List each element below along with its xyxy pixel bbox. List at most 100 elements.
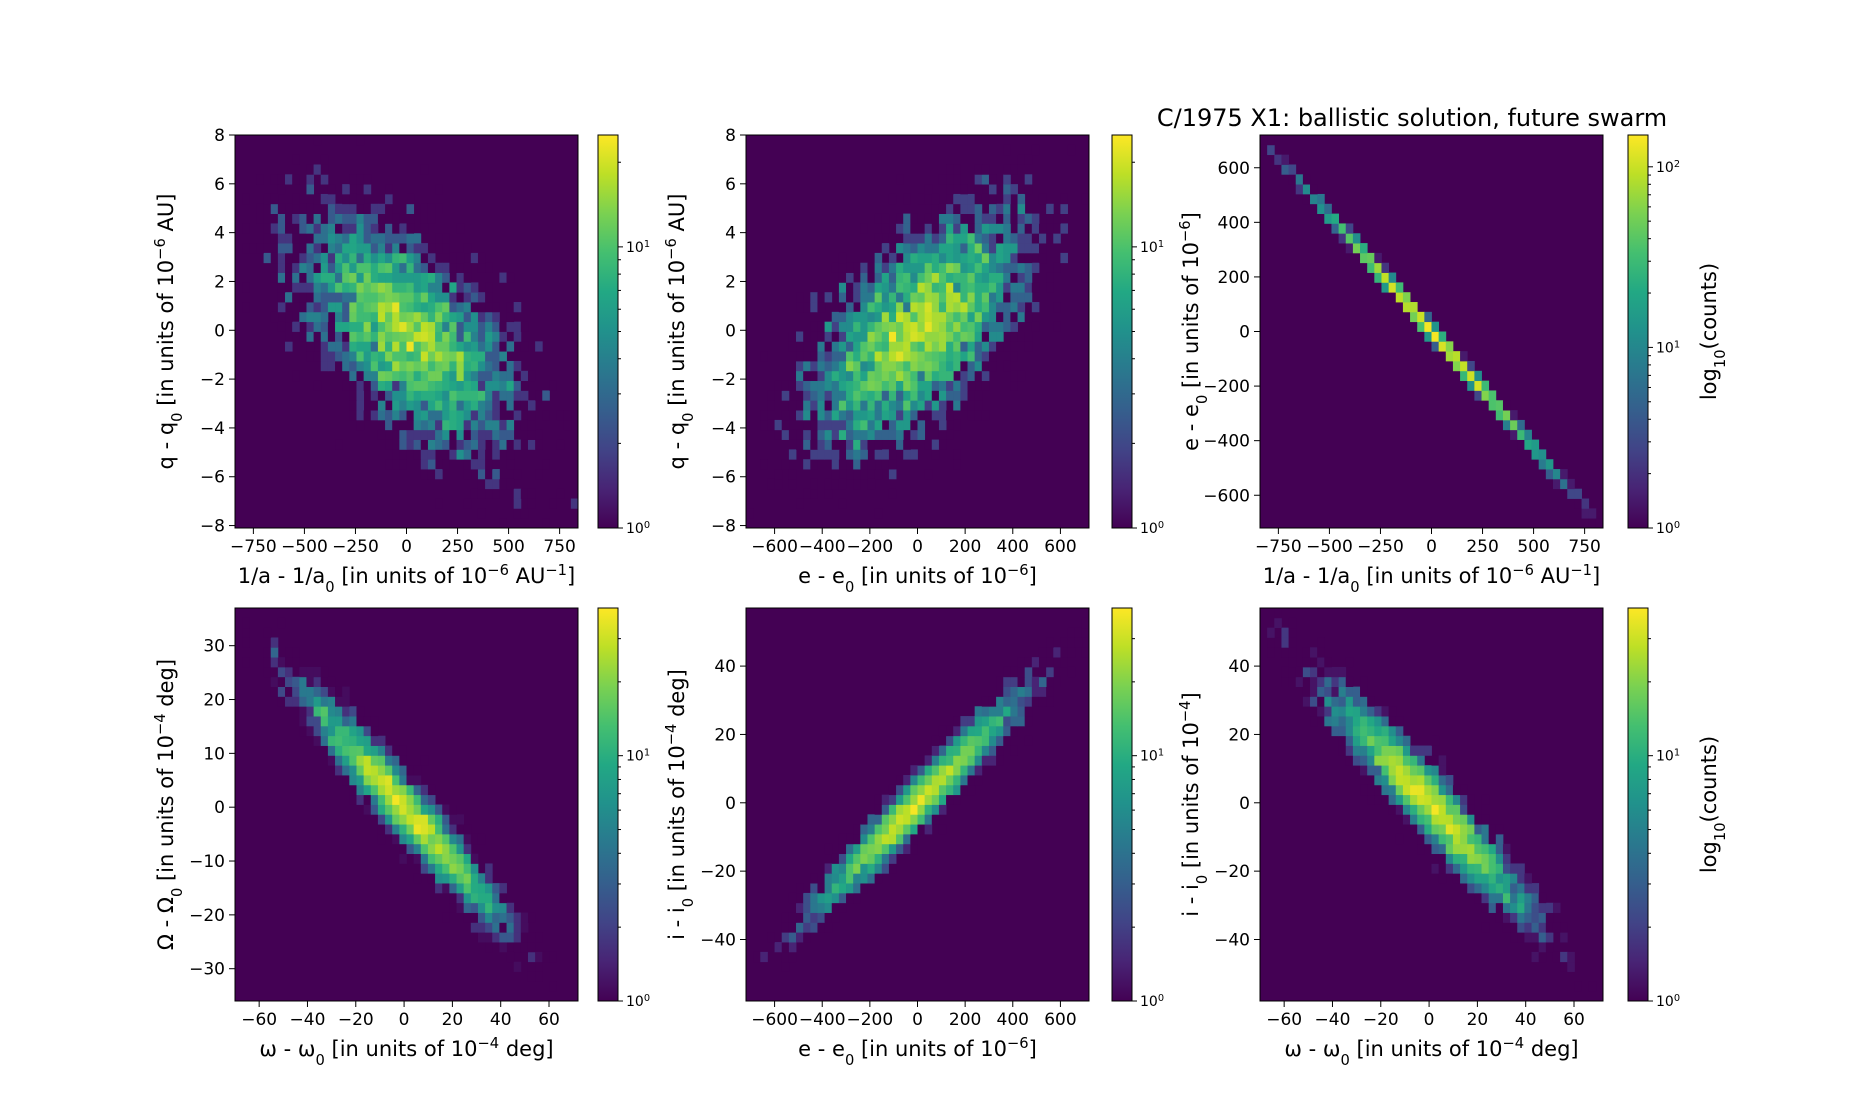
heatmap-bin — [399, 833, 407, 845]
heatmap-bin — [860, 873, 868, 884]
heatmap-bin — [1010, 282, 1018, 293]
heatmap-bin — [981, 410, 990, 421]
heatmap-bin — [1531, 883, 1540, 894]
x-tick-label: 20 — [442, 1010, 464, 1030]
heatmap-bin — [277, 243, 286, 254]
heatmap-bin — [427, 203, 436, 214]
panel-p3: −750 −500 −250 0 250 500 750−600−400−200020040… — [1177, 134, 1729, 596]
heatmap-bin — [917, 775, 926, 786]
heatmap-bin — [442, 439, 450, 450]
heatmap-bin — [896, 439, 904, 450]
heatmap-bin — [1538, 449, 1547, 460]
heatmap-bin — [392, 390, 400, 401]
heatmap-bin — [946, 321, 954, 332]
heatmap-bin — [946, 765, 954, 776]
heatmap-bin — [938, 775, 947, 786]
heatmap-bin — [413, 390, 422, 401]
heatmap-bin — [1302, 193, 1311, 205]
heatmap-bin — [463, 863, 472, 874]
heatmap-bin — [485, 873, 493, 884]
heatmap-bin — [527, 942, 536, 953]
heatmap-bin — [392, 370, 400, 382]
heatmap-bin — [924, 213, 933, 224]
heatmap-bin — [1367, 745, 1375, 756]
heatmap-bin — [803, 370, 811, 382]
heatmap-bin — [953, 735, 961, 746]
heatmap-bin — [406, 321, 415, 332]
heatmap-bin — [1324, 696, 1332, 707]
heatmap-bin — [846, 341, 854, 352]
heatmap-bin — [506, 439, 515, 450]
heatmap-bin — [974, 765, 983, 776]
heatmap-bin — [399, 784, 407, 796]
heatmap-bin — [427, 252, 436, 264]
heatmap-bin — [442, 883, 450, 894]
heatmap-bin — [953, 213, 961, 224]
heatmap-bin — [456, 883, 465, 894]
heatmap-bin — [485, 341, 493, 352]
heatmap-bin — [817, 410, 826, 421]
heatmap-bin — [299, 262, 307, 273]
heatmap-bin — [1024, 154, 1033, 165]
heatmap-bin — [342, 193, 350, 205]
heatmap-bin — [399, 311, 407, 323]
heatmap-bin — [810, 439, 818, 450]
heatmap-bin — [967, 331, 976, 342]
heatmap-bin — [946, 282, 954, 293]
heatmap-bin — [838, 843, 847, 855]
heatmap-bin — [974, 184, 983, 195]
heatmap-bin — [442, 272, 450, 283]
heatmap-bin — [1474, 804, 1482, 815]
heatmap-bin — [1417, 814, 1425, 825]
heatmap-bin — [846, 419, 854, 431]
heatmap-bin — [399, 341, 407, 352]
heatmap-bin — [946, 164, 954, 175]
heatmap-bin — [874, 380, 883, 391]
heatmap-bin — [903, 784, 911, 796]
heatmap-bin — [938, 311, 947, 323]
heatmap-bin — [463, 331, 472, 342]
heatmap-bin — [1445, 853, 1454, 864]
heatmap-bin — [1288, 666, 1297, 678]
heatmap-bin — [774, 429, 783, 440]
heatmap-bin — [356, 706, 365, 717]
heatmap-bin — [1560, 951, 1568, 963]
heatmap-bin — [1345, 676, 1354, 687]
heatmap-bin — [1017, 154, 1026, 165]
x-tick-label: 400 — [997, 1010, 1029, 1030]
heatmap-bin — [542, 390, 550, 401]
heatmap-bin — [320, 666, 329, 678]
heatmap-bin — [1360, 696, 1368, 707]
heatmap-bin — [938, 400, 947, 411]
heatmap-bin — [817, 360, 826, 372]
heatmap-bin — [1331, 223, 1340, 234]
heatmap-bin — [910, 360, 918, 372]
heatmap-bin — [520, 922, 529, 933]
heatmap-bin — [285, 233, 293, 244]
heatmap-bin — [888, 419, 897, 431]
heatmap-bin — [1038, 666, 1047, 678]
heatmap-bin — [499, 321, 507, 332]
heatmap-bin — [974, 331, 983, 342]
heatmap-bin — [1402, 745, 1411, 756]
heatmap-bin — [1302, 696, 1311, 707]
heatmap-bin — [1352, 686, 1361, 697]
heatmap-bin — [953, 302, 961, 313]
heatmap-bin — [499, 341, 507, 352]
heatmap-bin — [477, 833, 486, 845]
heatmap-bin — [335, 252, 343, 264]
heatmap-bins — [1260, 135, 1603, 528]
heatmap-bin — [370, 775, 379, 786]
heatmap-bin — [377, 784, 386, 796]
heatmap-bin — [427, 360, 436, 372]
heatmap-bin — [1560, 932, 1568, 943]
heatmap-bin — [356, 419, 365, 431]
heatmap-bin — [1481, 400, 1490, 411]
heatmap-bin — [853, 370, 861, 382]
x-tick-label: 40 — [490, 1010, 512, 1030]
heatmap-bin — [1267, 144, 1275, 156]
heatmap-bin — [946, 429, 954, 440]
heatmap-bin — [349, 262, 357, 273]
